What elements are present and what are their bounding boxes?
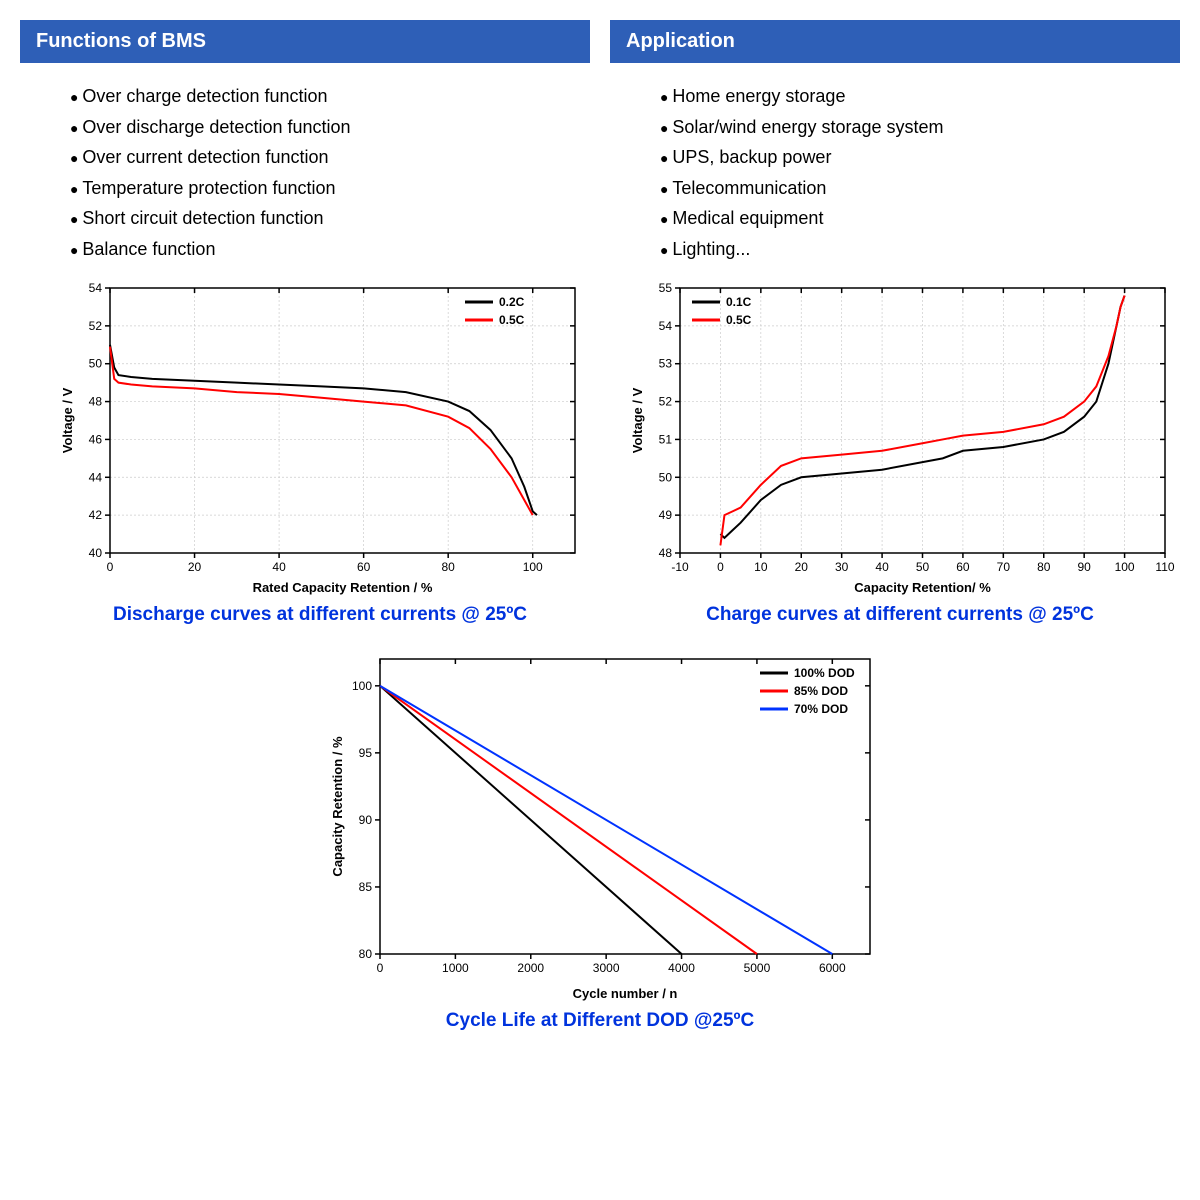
svg-text:44: 44 bbox=[89, 470, 103, 484]
svg-text:52: 52 bbox=[659, 394, 673, 408]
svg-text:-10: -10 bbox=[671, 560, 689, 574]
svg-text:0: 0 bbox=[107, 560, 114, 574]
svg-text:100% DOD: 100% DOD bbox=[794, 666, 855, 680]
svg-text:60: 60 bbox=[956, 560, 970, 574]
list-item: Over charge detection function bbox=[70, 81, 560, 112]
svg-text:50: 50 bbox=[659, 470, 673, 484]
functions-section: Functions of BMS Over charge detection f… bbox=[20, 20, 590, 273]
list-item: UPS, backup power bbox=[660, 142, 1150, 173]
list-item: Home energy storage bbox=[660, 81, 1150, 112]
svg-text:Capacity Retention/ %: Capacity Retention/ % bbox=[854, 580, 991, 595]
svg-text:54: 54 bbox=[89, 281, 103, 295]
svg-text:90: 90 bbox=[1077, 560, 1091, 574]
svg-text:48: 48 bbox=[89, 394, 103, 408]
svg-text:80: 80 bbox=[359, 947, 373, 961]
discharge-caption: Discharge curves at different currents @… bbox=[50, 604, 590, 626]
svg-text:Capacity Retention / %: Capacity Retention / % bbox=[330, 736, 345, 877]
svg-text:70% DOD: 70% DOD bbox=[794, 702, 848, 716]
svg-text:2000: 2000 bbox=[517, 961, 544, 975]
svg-text:40: 40 bbox=[89, 546, 103, 560]
svg-text:110: 110 bbox=[1155, 560, 1174, 574]
application-header: Application bbox=[610, 20, 1180, 63]
svg-text:53: 53 bbox=[659, 356, 673, 370]
svg-text:100: 100 bbox=[1115, 560, 1135, 574]
list-item: Solar/wind energy storage system bbox=[660, 112, 1150, 143]
svg-text:0.2C: 0.2C bbox=[499, 295, 525, 309]
svg-text:80: 80 bbox=[442, 560, 456, 574]
svg-text:40: 40 bbox=[272, 560, 286, 574]
svg-text:40: 40 bbox=[875, 560, 889, 574]
functions-header: Functions of BMS bbox=[20, 20, 590, 63]
svg-text:Voltage / V: Voltage / V bbox=[60, 387, 75, 453]
svg-text:6000: 6000 bbox=[819, 961, 846, 975]
list-item: Balance function bbox=[70, 234, 560, 265]
svg-text:50: 50 bbox=[916, 560, 930, 574]
svg-text:70: 70 bbox=[997, 560, 1011, 574]
svg-text:0: 0 bbox=[717, 560, 724, 574]
list-item: Over discharge detection function bbox=[70, 112, 560, 143]
charge-chart: -10 0 10 20 30 40 50 60 70 80 90 100 110 48 49 50 51 52 53… bbox=[620, 278, 1180, 598]
svg-text:48: 48 bbox=[659, 546, 673, 560]
svg-text:Voltage / V: Voltage / V bbox=[630, 387, 645, 453]
svg-text:85% DOD: 85% DOD bbox=[794, 684, 848, 698]
functions-list: Over charge detection functionOver disch… bbox=[20, 63, 590, 273]
svg-text:0.5C: 0.5C bbox=[499, 313, 525, 327]
svg-text:Cycle number / n: Cycle number / n bbox=[573, 986, 678, 1001]
list-item: Short circuit detection function bbox=[70, 203, 560, 234]
list-item: Medical equipment bbox=[660, 203, 1150, 234]
discharge-chart-block: 0 20 40 60 80 100 40 42 44 46 48 50 52 54 Rated Capaci… bbox=[50, 278, 590, 626]
list-item: Lighting... bbox=[660, 234, 1150, 265]
svg-text:46: 46 bbox=[89, 432, 103, 446]
list-item: Telecommunication bbox=[660, 173, 1150, 204]
application-list: Home energy storageSolar/wind energy sto… bbox=[610, 63, 1180, 273]
svg-text:55: 55 bbox=[659, 281, 673, 295]
svg-text:1000: 1000 bbox=[442, 961, 469, 975]
svg-text:100: 100 bbox=[352, 678, 372, 692]
charge-chart-block: -10 0 10 20 30 40 50 60 70 80 90 100 110 48 49 50 51 52 53… bbox=[620, 278, 1180, 626]
svg-text:20: 20 bbox=[188, 560, 202, 574]
svg-text:0.1C: 0.1C bbox=[726, 295, 752, 309]
svg-text:20: 20 bbox=[795, 560, 809, 574]
svg-text:4000: 4000 bbox=[668, 961, 695, 975]
cycle-chart: 0 1000 2000 3000 4000 5000 6000 80 85 90 95 100 Cycl… bbox=[310, 644, 890, 1004]
svg-text:52: 52 bbox=[89, 318, 103, 332]
cycle-caption: Cycle Life at Different DOD @25ºC bbox=[446, 1010, 754, 1032]
svg-text:51: 51 bbox=[659, 432, 673, 446]
svg-text:60: 60 bbox=[357, 560, 371, 574]
charge-caption: Charge curves at different currents @ 25… bbox=[620, 604, 1180, 626]
svg-text:50: 50 bbox=[89, 356, 103, 370]
svg-text:90: 90 bbox=[359, 812, 373, 826]
application-section: Application Home energy storageSolar/win… bbox=[610, 20, 1180, 273]
cycle-chart-block: 0 1000 2000 3000 4000 5000 6000 80 85 90 95 100 Cycl… bbox=[20, 644, 1180, 1032]
svg-text:42: 42 bbox=[89, 508, 103, 522]
svg-text:54: 54 bbox=[659, 318, 673, 332]
discharge-chart: 0 20 40 60 80 100 40 42 44 46 48 50 52 54 Rated Capaci… bbox=[50, 278, 590, 598]
list-item: Over current detection function bbox=[70, 142, 560, 173]
svg-text:0.5C: 0.5C bbox=[726, 313, 752, 327]
svg-text:0: 0 bbox=[377, 961, 384, 975]
svg-text:10: 10 bbox=[754, 560, 768, 574]
svg-text:3000: 3000 bbox=[593, 961, 620, 975]
svg-text:85: 85 bbox=[359, 880, 373, 894]
svg-text:100: 100 bbox=[523, 560, 543, 574]
svg-text:30: 30 bbox=[835, 560, 849, 574]
svg-text:5000: 5000 bbox=[744, 961, 771, 975]
svg-text:80: 80 bbox=[1037, 560, 1051, 574]
svg-text:49: 49 bbox=[659, 508, 673, 522]
list-item: Temperature protection function bbox=[70, 173, 560, 204]
svg-text:Rated Capacity Retention / %: Rated Capacity Retention / % bbox=[253, 580, 433, 595]
svg-text:95: 95 bbox=[359, 745, 373, 759]
